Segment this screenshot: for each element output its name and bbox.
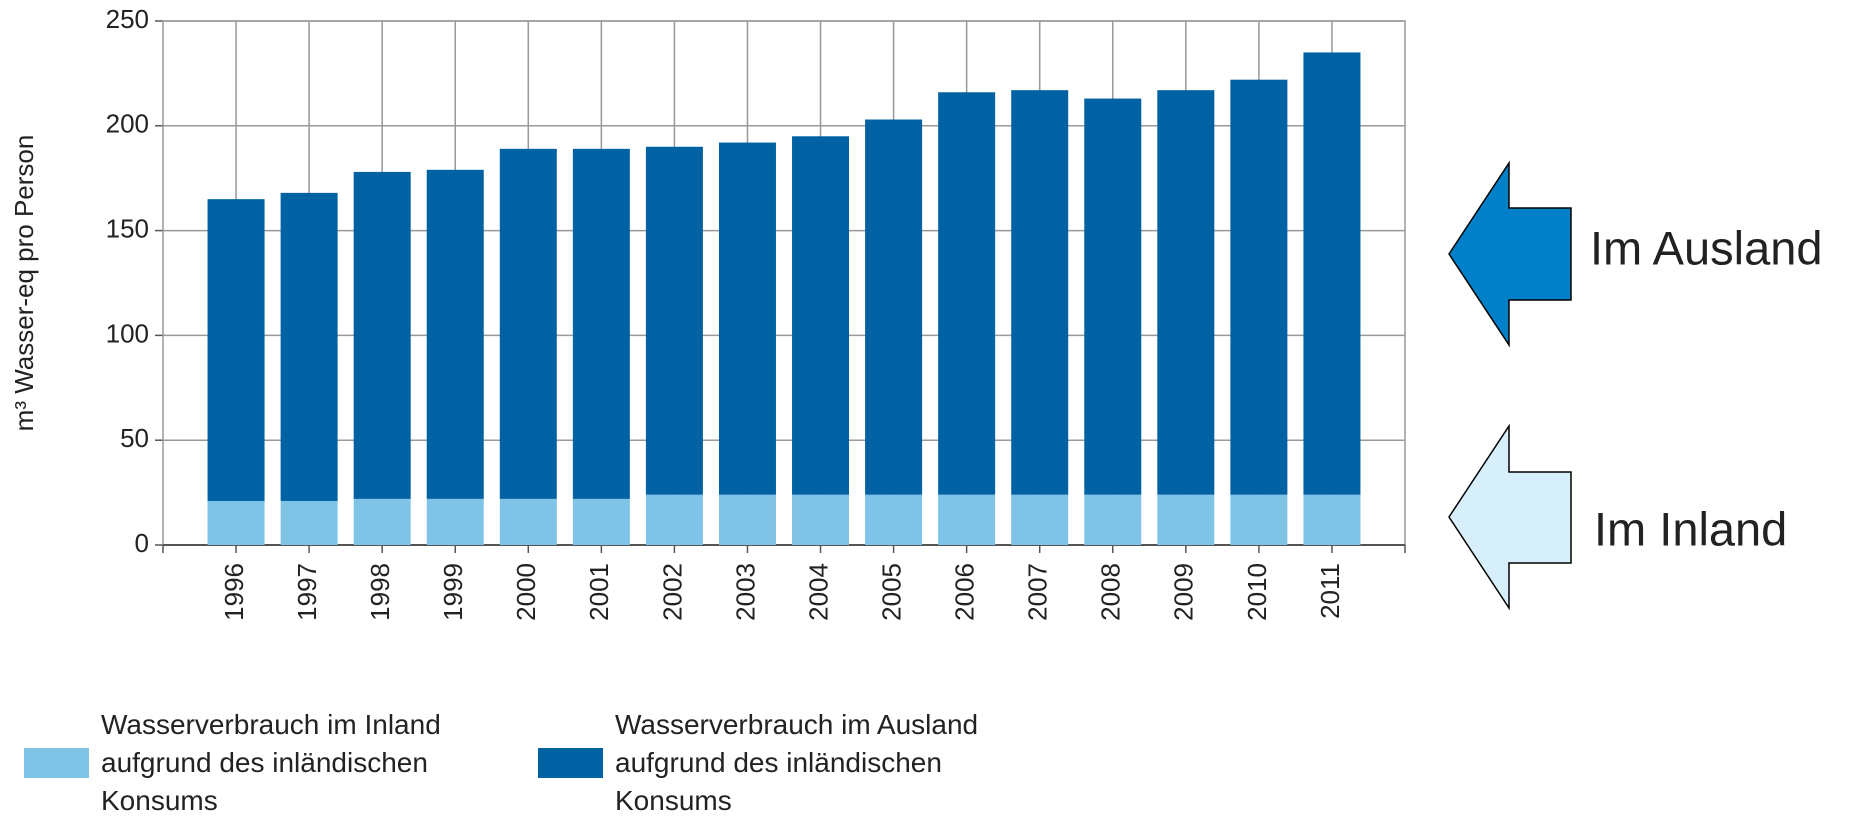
bar-segment [645, 146, 703, 495]
bar-segment [207, 500, 265, 545]
bar-segment [645, 494, 703, 545]
bar-segment [938, 92, 996, 495]
bar-segment [792, 494, 850, 545]
legend-label: Wasserverbrauch im Ausland aufgrund des … [615, 709, 979, 816]
bar-segment [1157, 494, 1215, 545]
bar-segment [426, 498, 484, 545]
x-tick-label: 2011 [1315, 563, 1345, 619]
y-tick-label: 0 [135, 528, 149, 558]
bar-segment [353, 171, 411, 499]
bar-segment [1084, 98, 1142, 495]
x-tick-label: 2004 [803, 563, 833, 621]
x-tick-label: 2010 [1242, 563, 1272, 621]
bar-segment [718, 494, 776, 545]
bar-segment [792, 136, 850, 495]
bar-segment [1011, 494, 1069, 545]
x-tick-label: 2000 [511, 563, 541, 621]
x-tick-label: 1996 [219, 563, 249, 621]
y-tick-label: 100 [106, 318, 149, 348]
x-tick-label: 2003 [730, 563, 760, 621]
bar-segment [1230, 79, 1288, 495]
bar-segment [1157, 90, 1215, 495]
bar-segment [280, 192, 338, 501]
legend-swatch [24, 748, 89, 778]
bar-segment [865, 119, 923, 495]
bar-segment [1303, 52, 1361, 495]
bar-segment [1230, 494, 1288, 545]
bar-segment [938, 494, 996, 545]
x-tick-label: 2005 [876, 563, 906, 621]
bar-segment [572, 148, 630, 499]
bar-segment [1011, 90, 1069, 495]
x-tick-label: 1997 [292, 563, 322, 621]
bar-segment [1303, 494, 1361, 545]
x-tick-label: 1998 [365, 563, 395, 621]
x-tick-label: 2006 [950, 563, 980, 621]
x-tick-label: 2009 [1169, 563, 1199, 621]
legend-swatch [538, 748, 603, 778]
bar-segment [499, 148, 557, 499]
x-tick-label: 2007 [1023, 563, 1053, 621]
bar-segment [572, 498, 630, 545]
arrow-ausland [1448, 160, 1572, 348]
bar-segment [426, 169, 484, 499]
arrow-inland [1448, 423, 1572, 611]
y-tick-label: 200 [106, 109, 149, 139]
annotation: Im Ausland [1590, 221, 1823, 274]
plot-border [162, 20, 1406, 546]
bar-segment [353, 498, 411, 545]
bar-segment [718, 142, 776, 495]
annotation: Im Inland [1594, 502, 1787, 555]
legend-label: Wasserverbrauch im Inland aufgrund des i… [101, 709, 441, 816]
bar-segment [865, 494, 923, 545]
x-tick-label: 1999 [438, 563, 468, 621]
y-tick-label: 50 [120, 423, 149, 453]
y-axis-label: m³ Wasser-eq pro Person [9, 135, 39, 432]
bar-segment [280, 500, 338, 545]
x-tick-label: 2002 [657, 563, 687, 621]
bar-segment [207, 199, 265, 501]
x-tick-label: 2001 [584, 563, 614, 621]
y-tick-label: 150 [106, 213, 149, 243]
bar-segment [499, 498, 557, 545]
y-tick-label: 250 [106, 4, 149, 34]
bar-segment [1084, 494, 1142, 545]
x-tick-label: 2008 [1096, 563, 1126, 621]
